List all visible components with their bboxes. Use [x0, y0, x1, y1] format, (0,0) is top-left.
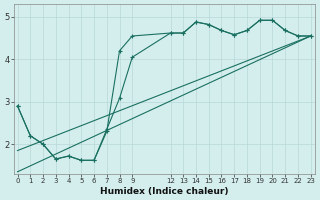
- X-axis label: Humidex (Indice chaleur): Humidex (Indice chaleur): [100, 187, 228, 196]
